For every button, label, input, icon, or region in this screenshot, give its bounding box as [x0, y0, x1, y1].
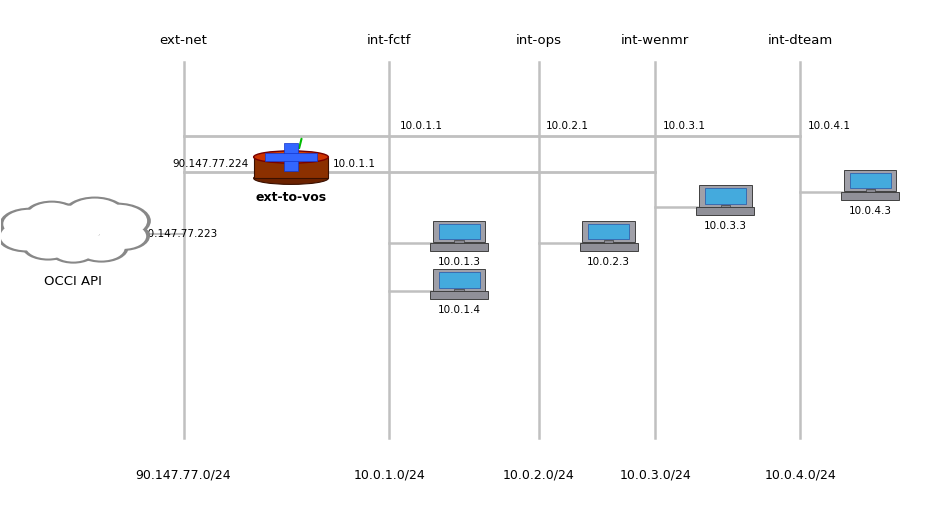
Circle shape	[87, 205, 147, 237]
Text: 10.0.1.1: 10.0.1.1	[400, 121, 443, 131]
Circle shape	[63, 197, 126, 231]
Ellipse shape	[254, 172, 328, 184]
Text: 90.147.77.0/24: 90.147.77.0/24	[136, 469, 231, 482]
FancyBboxPatch shape	[438, 272, 479, 288]
Circle shape	[0, 220, 56, 252]
Circle shape	[83, 203, 151, 239]
Text: 10.0.1.1: 10.0.1.1	[332, 159, 375, 169]
Text: 10.0.4.0/24: 10.0.4.0/24	[764, 469, 835, 482]
Circle shape	[22, 232, 74, 261]
Circle shape	[29, 204, 108, 246]
Text: 10.0.3.3: 10.0.3.3	[703, 221, 746, 231]
Text: 10.0.1.0/24: 10.0.1.0/24	[353, 469, 425, 482]
Circle shape	[33, 206, 104, 244]
Text: 10.0.3.1: 10.0.3.1	[662, 121, 705, 131]
Text: int-fctf: int-fctf	[367, 34, 411, 47]
Circle shape	[74, 233, 128, 263]
FancyBboxPatch shape	[432, 269, 485, 291]
Text: 10.0.1.4: 10.0.1.4	[437, 305, 480, 315]
Text: 90.147.77.223: 90.147.77.223	[141, 229, 217, 239]
Text: 90.147.77.224: 90.147.77.224	[172, 159, 249, 169]
Text: 10.0.2.1: 10.0.2.1	[546, 121, 589, 131]
Text: ext-to-vos: ext-to-vos	[256, 191, 327, 204]
FancyBboxPatch shape	[695, 207, 753, 215]
Circle shape	[49, 237, 97, 264]
Circle shape	[23, 201, 80, 231]
Text: int-wenmr: int-wenmr	[621, 34, 689, 47]
Circle shape	[0, 222, 52, 250]
Circle shape	[95, 221, 150, 251]
FancyBboxPatch shape	[432, 221, 485, 242]
Text: ext-net: ext-net	[159, 34, 207, 47]
Text: 10.0.2.0/24: 10.0.2.0/24	[502, 469, 574, 482]
Circle shape	[66, 199, 123, 229]
Text: 10.0.3.0/24: 10.0.3.0/24	[619, 469, 691, 482]
FancyBboxPatch shape	[849, 173, 890, 189]
Polygon shape	[265, 153, 316, 161]
Text: 10.0.2.3: 10.0.2.3	[587, 257, 630, 267]
Text: 10.0.1.3: 10.0.1.3	[437, 257, 480, 267]
FancyBboxPatch shape	[604, 240, 613, 244]
FancyBboxPatch shape	[588, 224, 628, 239]
FancyBboxPatch shape	[720, 205, 729, 209]
Circle shape	[27, 203, 76, 229]
FancyBboxPatch shape	[698, 185, 751, 207]
FancyBboxPatch shape	[865, 190, 874, 194]
Circle shape	[0, 208, 59, 240]
FancyBboxPatch shape	[704, 189, 745, 204]
Circle shape	[3, 210, 55, 238]
FancyBboxPatch shape	[454, 289, 463, 293]
FancyBboxPatch shape	[454, 240, 463, 244]
Circle shape	[99, 223, 146, 249]
Circle shape	[52, 239, 94, 262]
Text: 10.0.4.1: 10.0.4.1	[807, 121, 850, 131]
Text: int-dteam: int-dteam	[767, 34, 832, 47]
FancyBboxPatch shape	[430, 291, 488, 299]
FancyBboxPatch shape	[430, 243, 488, 251]
Ellipse shape	[254, 151, 328, 163]
FancyBboxPatch shape	[843, 170, 896, 192]
Polygon shape	[254, 157, 328, 178]
FancyBboxPatch shape	[438, 224, 479, 239]
Polygon shape	[284, 143, 298, 171]
Text: OCCI API: OCCI API	[44, 275, 102, 288]
FancyBboxPatch shape	[582, 221, 634, 242]
Circle shape	[78, 235, 124, 261]
Ellipse shape	[265, 152, 316, 162]
Text: 10.0.4.3: 10.0.4.3	[848, 206, 891, 216]
Circle shape	[25, 234, 70, 259]
FancyBboxPatch shape	[841, 192, 899, 200]
FancyBboxPatch shape	[579, 243, 636, 251]
Text: int-ops: int-ops	[515, 34, 561, 47]
